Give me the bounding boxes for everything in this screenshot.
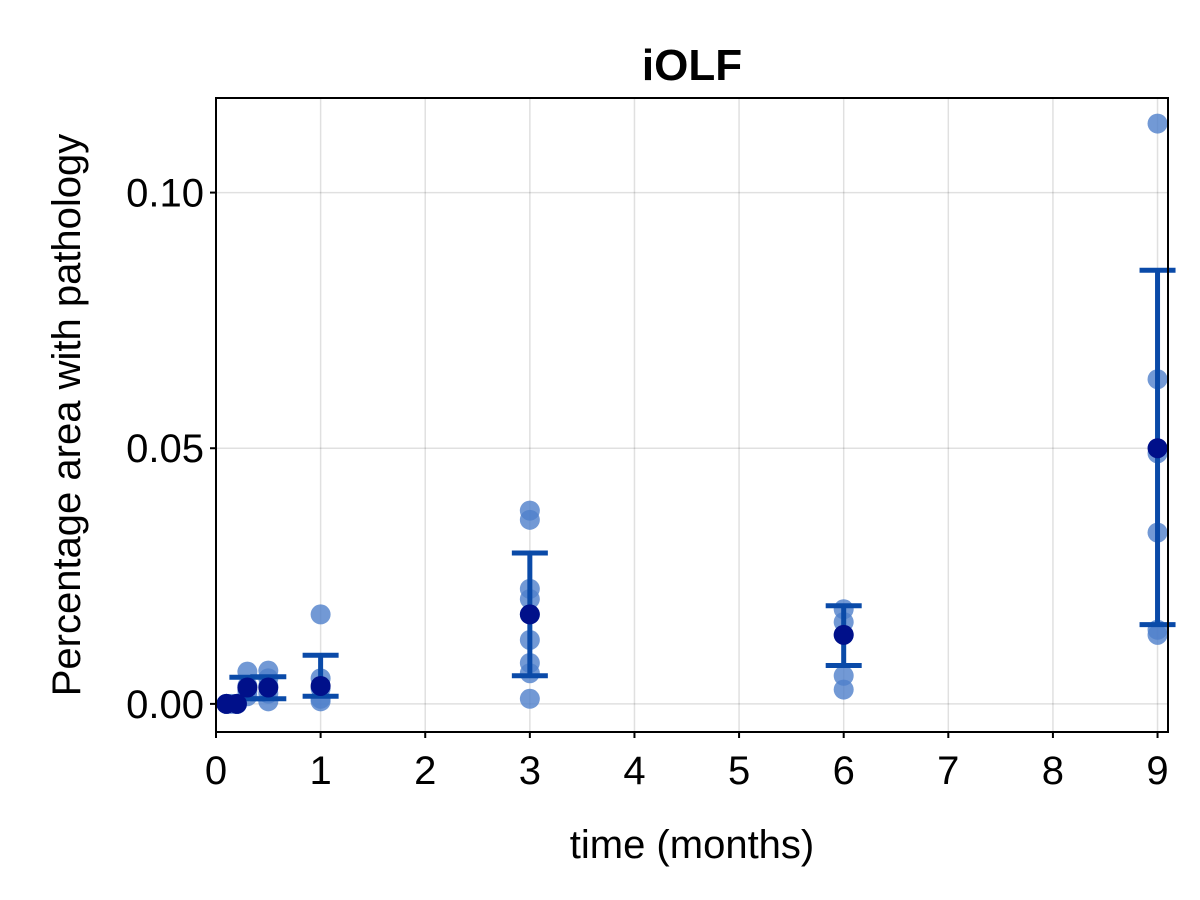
data-point	[833, 665, 854, 686]
mean-point	[519, 604, 540, 625]
y-axis-label: Percentage area with pathology	[45, 134, 89, 697]
x-tick-label: 2	[414, 749, 436, 793]
y-axis-ticks: 0.00 0.05 0.10	[126, 172, 216, 727]
x-tick-label: 5	[728, 749, 750, 793]
x-tick-label: 0	[205, 749, 227, 793]
data-point	[1147, 113, 1168, 134]
data-point	[1147, 624, 1168, 645]
mean-point	[237, 677, 258, 698]
error-bars	[229, 267, 1176, 702]
mean-points	[216, 438, 1168, 714]
x-tick-label: 6	[833, 749, 855, 793]
plot-frame	[215, 97, 1169, 733]
mean-point	[226, 693, 247, 714]
y-tick-label: 0.00	[126, 683, 204, 727]
x-tick-label: 8	[1042, 749, 1064, 793]
y-tick-label: 0.10	[126, 172, 204, 216]
x-tick-label: 4	[623, 749, 645, 793]
data-point	[833, 679, 854, 700]
x-tick-label: 9	[1146, 749, 1168, 793]
mean-point	[833, 624, 854, 645]
grid	[215, 98, 1168, 732]
chart-title: iOLF	[642, 41, 742, 90]
data-points	[216, 113, 1168, 714]
x-axis-label: time (months)	[570, 823, 815, 867]
mean-point	[310, 675, 331, 696]
x-tick-label: 1	[309, 749, 331, 793]
x-tick-label: 3	[519, 749, 541, 793]
x-axis-ticks: 0 1 2 3 4 5 6 7 8 9	[205, 732, 1169, 793]
mean-point	[258, 677, 279, 698]
data-point	[519, 688, 540, 709]
data-point	[310, 604, 331, 625]
mean-point	[1147, 438, 1168, 459]
y-tick-label: 0.05	[126, 427, 204, 471]
data-point	[519, 509, 540, 530]
x-tick-label: 7	[937, 749, 959, 793]
